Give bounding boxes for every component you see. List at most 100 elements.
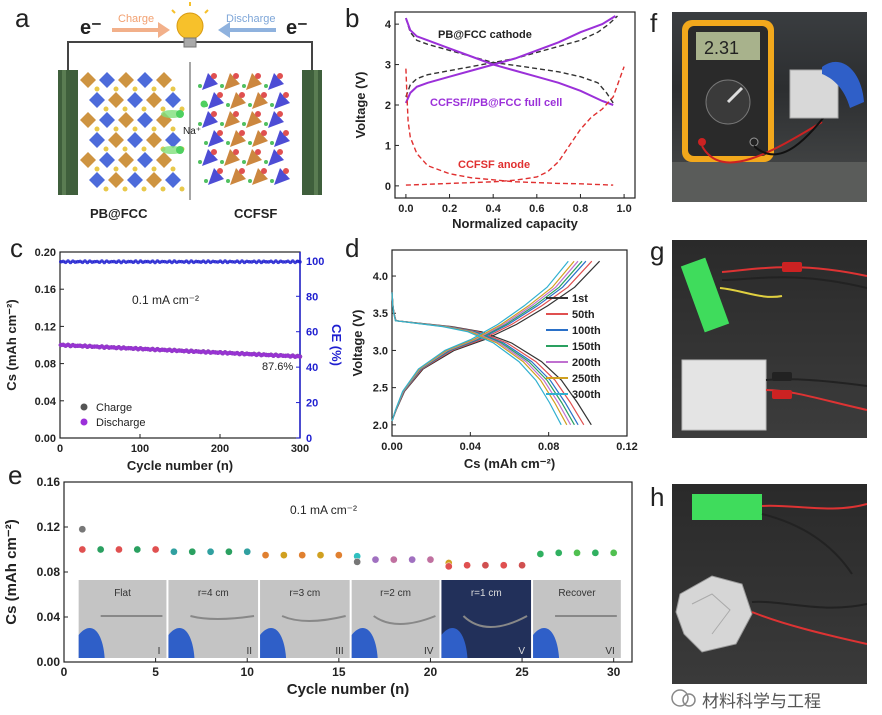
scatter-point xyxy=(444,562,453,571)
x-tick-label: 0.08 xyxy=(538,441,559,453)
legend-entry: Charge xyxy=(96,402,132,414)
lattice-atom xyxy=(103,106,109,112)
x-tick-label: 0.2 xyxy=(442,203,457,215)
lattice-atom xyxy=(255,149,261,155)
legend-entry: 1st xyxy=(572,293,588,305)
lattice-tetrahedron xyxy=(268,149,284,166)
lattice-atom xyxy=(261,168,267,174)
scatter-point xyxy=(389,555,398,564)
y-tick-label: 0.20 xyxy=(35,247,56,259)
panel-f-letter: f xyxy=(650,8,658,38)
lattice-atom xyxy=(198,84,202,88)
scatter-point xyxy=(96,545,105,554)
x-tick-label: 20 xyxy=(424,665,438,679)
y-axis-label: Cs (mAh cm⁻²) xyxy=(4,299,19,390)
watermark-text: 材料科学与工程 xyxy=(702,692,821,712)
lattice-atom xyxy=(170,166,176,172)
x-tick-label: 30 xyxy=(607,665,621,679)
x-axis-label: Cycle number (n) xyxy=(127,458,233,473)
lattice-octahedron xyxy=(80,112,96,128)
lattice-octahedron xyxy=(118,72,134,88)
lattice-tetrahedron xyxy=(230,168,246,185)
lattice-atom xyxy=(255,111,261,117)
lattice-octahedron xyxy=(137,72,153,88)
chart-b-label-full: CCFSF//PB@FCC full cell xyxy=(430,97,562,109)
lattice-atom xyxy=(226,179,230,183)
lattice-atom xyxy=(198,160,202,164)
pb-crystal-lattice xyxy=(80,72,185,192)
line-series-b xyxy=(404,15,616,104)
legend-entry: 150th xyxy=(572,341,601,353)
glove-hand xyxy=(441,628,468,658)
discharge-curve xyxy=(391,292,562,426)
led-board xyxy=(692,494,762,520)
wechat-icon xyxy=(671,689,696,707)
inset-roman-numeral: IV xyxy=(424,646,434,657)
panel-a-schematic: e⁻ e⁻ Charge Discharge Na⁺ PB@FCC CCFSF xyxy=(58,2,322,221)
lattice-octahedron xyxy=(137,112,153,128)
legend-entry: 50th xyxy=(572,309,595,321)
y-tick-label: 3.5 xyxy=(373,308,388,320)
inset-roman-numeral: V xyxy=(518,646,525,657)
scatter-point xyxy=(408,555,416,564)
y-axis-label: Voltage (V) xyxy=(353,72,368,139)
x-tick-label: 5 xyxy=(152,665,159,679)
lattice-atom xyxy=(270,179,274,183)
lattice-atom xyxy=(233,73,239,79)
scatter-point xyxy=(316,551,325,559)
lattice-tetrahedron xyxy=(274,92,290,109)
legend-marker xyxy=(80,418,88,426)
photo-f-multimeter: 2.31 xyxy=(672,12,867,202)
right-electrode xyxy=(302,70,322,195)
lattice-octahedron xyxy=(89,172,105,188)
discharge-curve xyxy=(391,292,572,426)
lattice-atom xyxy=(217,92,223,98)
y-tick-label: 3 xyxy=(385,60,391,72)
lattice-atom xyxy=(242,84,246,88)
lattice-atom xyxy=(151,166,157,172)
chart-b-label-cathode: PB@FCC cathode xyxy=(438,29,532,41)
lattice-octahedron xyxy=(156,152,172,168)
scatter-point xyxy=(78,525,87,534)
lattice-tetrahedron xyxy=(246,111,262,128)
lattice-octahedron xyxy=(99,72,115,88)
y-tick-label: 0.12 xyxy=(37,520,61,534)
lattice-octahedron xyxy=(127,132,143,148)
battery-strip xyxy=(190,615,255,620)
lattice-tetrahedron xyxy=(274,168,290,185)
y-tick-label: 0 xyxy=(385,181,391,193)
charge-arrow xyxy=(112,22,170,38)
discharge-curve xyxy=(391,292,585,426)
scatter-point xyxy=(243,547,252,556)
lattice-octahedron xyxy=(118,152,134,168)
lattice-octahedron xyxy=(108,132,124,148)
legend-entry: 200th xyxy=(572,357,601,369)
lattice-atom xyxy=(122,106,128,112)
glove-hand xyxy=(168,628,195,658)
y-tick-label: 4 xyxy=(385,19,392,31)
lattice-tetrahedron xyxy=(246,149,262,166)
lattice-atom xyxy=(283,92,289,98)
lattice-octahedron xyxy=(156,72,172,88)
lattice-atom xyxy=(248,179,252,183)
panel-c-letter: c xyxy=(10,233,23,263)
y2-tick-label: 20 xyxy=(306,398,318,410)
discharge-arrow xyxy=(218,22,276,38)
lattice-atom xyxy=(141,106,147,112)
lattice-atom xyxy=(113,86,119,92)
lattice-octahedron xyxy=(137,152,153,168)
lattice-atom xyxy=(239,92,245,98)
scatter-point xyxy=(554,549,563,557)
glove-hand xyxy=(260,628,287,658)
lattice-atom xyxy=(220,122,224,126)
y-tick-label: 0.04 xyxy=(37,610,61,624)
y-tick-label: 0.08 xyxy=(37,565,61,579)
scatter-point xyxy=(115,545,123,554)
y2-tick-label: 40 xyxy=(306,362,318,374)
lattice-octahedron xyxy=(146,92,162,108)
y-tick-label: 4.0 xyxy=(373,271,388,283)
chart-b-label-anode: CCFSF anode xyxy=(458,159,530,171)
lattice-tetrahedron xyxy=(202,73,218,90)
charge-curve xyxy=(391,260,579,422)
lattice-atom xyxy=(170,126,176,132)
